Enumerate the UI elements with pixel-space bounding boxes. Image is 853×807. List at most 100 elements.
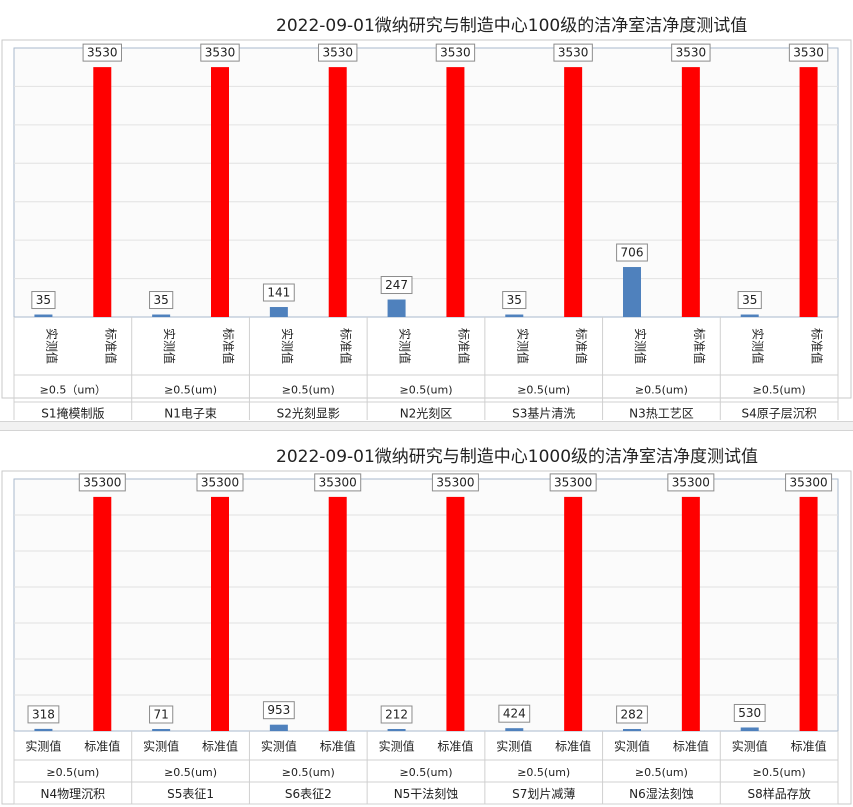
data-label-measured: 706 xyxy=(621,246,644,260)
data-label-standard: 3530 xyxy=(87,46,118,60)
data-label-standard-box xyxy=(671,43,711,62)
tick-label-measured: 实测值 xyxy=(732,739,768,754)
data-label-measured-box xyxy=(380,705,413,724)
bar-measured xyxy=(505,728,524,731)
bar-measured xyxy=(34,314,53,317)
data-label-standard: 3530 xyxy=(793,46,824,60)
tick-label-measured: 实测值 xyxy=(25,739,61,754)
bar-measured xyxy=(269,724,288,731)
bar-measured xyxy=(269,307,288,317)
data-label-standard: 35300 xyxy=(436,475,474,489)
data-label-measured: 530 xyxy=(738,706,761,720)
data-label-measured-box xyxy=(380,276,413,295)
bar-standard xyxy=(681,67,700,317)
tick-label-measured: 实测值 xyxy=(751,328,766,364)
chart-title: 2022-09-01微纳研究与制造中心100级的洁净室洁净度测试值 xyxy=(276,16,748,36)
data-label-measured: 318 xyxy=(32,707,55,721)
room-label: S6表征2 xyxy=(285,787,332,801)
data-label-standard-box xyxy=(435,43,476,62)
particle-size-label: ≥0.5(um) xyxy=(635,384,688,397)
data-label-measured-box xyxy=(502,291,527,310)
data-label-standard: 35300 xyxy=(789,475,827,489)
particle-size-label: ≥0.5(um) xyxy=(282,766,335,779)
data-label-measured-box xyxy=(733,703,766,722)
data-label-measured-box xyxy=(262,701,295,720)
bar-standard xyxy=(799,67,818,317)
data-label-measured: 71 xyxy=(154,708,169,722)
room-label: N2光刻区 xyxy=(400,407,453,421)
data-label-measured-box xyxy=(262,283,295,302)
particle-size-label: ≥0.5(um) xyxy=(753,766,806,779)
data-label-measured-box xyxy=(149,291,174,310)
tick-label-standard: 标准值 xyxy=(221,328,236,364)
data-label-standard: 35300 xyxy=(201,475,239,489)
room-label: S4原子层沉积 xyxy=(742,407,817,421)
data-label-standard: 35300 xyxy=(83,475,121,489)
data-label-measured-box xyxy=(149,705,174,724)
tick-label-measured: 实测值 xyxy=(162,328,177,364)
bar-measured xyxy=(387,299,406,317)
particle-size-label: ≥0.5(um) xyxy=(282,384,335,397)
bar-standard xyxy=(446,496,465,731)
data-label-measured-box xyxy=(616,243,648,262)
tick-label-standard: 标准值 xyxy=(103,328,118,364)
data-label-standard-box xyxy=(667,473,715,492)
data-label-measured-box xyxy=(737,291,762,310)
data-label-standard: 3530 xyxy=(205,46,236,60)
bar-standard xyxy=(564,67,583,317)
particle-size-label: ≥0.5(um) xyxy=(400,766,453,779)
tick-label-standard: 标准值 xyxy=(456,328,471,364)
data-label-measured: 424 xyxy=(503,707,526,721)
particle-size-label: ≥0.5(um) xyxy=(46,766,99,779)
chart-panel-1000: 2022-09-01微纳研究与制造中心1000级的洁净室洁净度测试值 318 35… xyxy=(0,431,853,807)
bar-measured xyxy=(152,314,171,317)
bar-measured xyxy=(623,729,641,731)
chart-panel-100: 2022-09-01微纳研究与制造中心100级的洁净室洁净度测试值 35 3530… xyxy=(1,16,852,421)
data-label-measured: 212 xyxy=(385,708,408,722)
data-label-standard: 3530 xyxy=(322,46,353,60)
data-label-standard-box xyxy=(78,473,126,492)
data-label-standard: 3530 xyxy=(440,46,471,60)
room-label: S2光刻显影 xyxy=(277,407,340,421)
data-label-measured-box xyxy=(31,291,56,310)
bar-measured xyxy=(740,314,759,317)
tick-label-measured: 实测值 xyxy=(261,739,297,754)
bar-measured xyxy=(740,727,759,731)
chart-title: 2022-09-01微纳研究与制造中心1000级的洁净室洁净度测试值 xyxy=(276,447,759,467)
bar-measured xyxy=(623,267,641,317)
tick-label-standard: 标准值 xyxy=(555,739,591,754)
room-label: S8样品存放 xyxy=(748,786,811,801)
bar-standard xyxy=(328,496,347,731)
tick-label-measured: 实测值 xyxy=(496,739,532,754)
room-label: N6湿法刻蚀 xyxy=(629,786,694,801)
tick-label-measured: 实测值 xyxy=(633,328,648,364)
data-label-standard: 3530 xyxy=(676,46,707,60)
room-label: N5干法刻蚀 xyxy=(394,787,459,801)
data-label-standard-box xyxy=(82,43,122,62)
tick-label-standard: 标准值 xyxy=(320,739,356,754)
room-label: N1电子束 xyxy=(164,407,217,421)
particle-size-label: ≥0.5(um) xyxy=(635,766,688,779)
bar-standard xyxy=(681,496,700,731)
chart-100-svg: 35 3530 实测值 标准值 ≥0.5（um） S1掩模制版 35 3530 实测值 标准值 ≥0… xyxy=(1,39,852,421)
bar-standard xyxy=(211,496,229,731)
panel-separator xyxy=(0,421,853,431)
bar-standard xyxy=(328,67,347,317)
data-label-measured-box xyxy=(27,705,60,724)
data-label-standard-box xyxy=(196,473,244,492)
room-label: S1掩模制版 xyxy=(41,407,104,421)
data-label-standard-box xyxy=(200,43,240,62)
data-label-standard-box xyxy=(788,43,829,62)
tick-label-measured: 实测值 xyxy=(280,328,295,364)
data-label-standard-box xyxy=(314,473,362,492)
bar-measured xyxy=(387,729,406,731)
bar-measured xyxy=(505,314,524,317)
bar-standard xyxy=(799,496,818,731)
particle-size-label: ≥0.5（um） xyxy=(40,384,106,397)
data-label-standard-box xyxy=(318,43,358,62)
data-label-measured: 141 xyxy=(267,286,290,300)
tick-label-standard: 标准值 xyxy=(810,328,825,364)
data-label-standard: 3530 xyxy=(558,46,589,60)
data-label-standard-box xyxy=(785,473,833,492)
chart-1000-svg: 318 35300 实测值 标准值 ≥0.5(um) N4物理沉积 71 35300 实测值 标准… xyxy=(1,470,852,805)
